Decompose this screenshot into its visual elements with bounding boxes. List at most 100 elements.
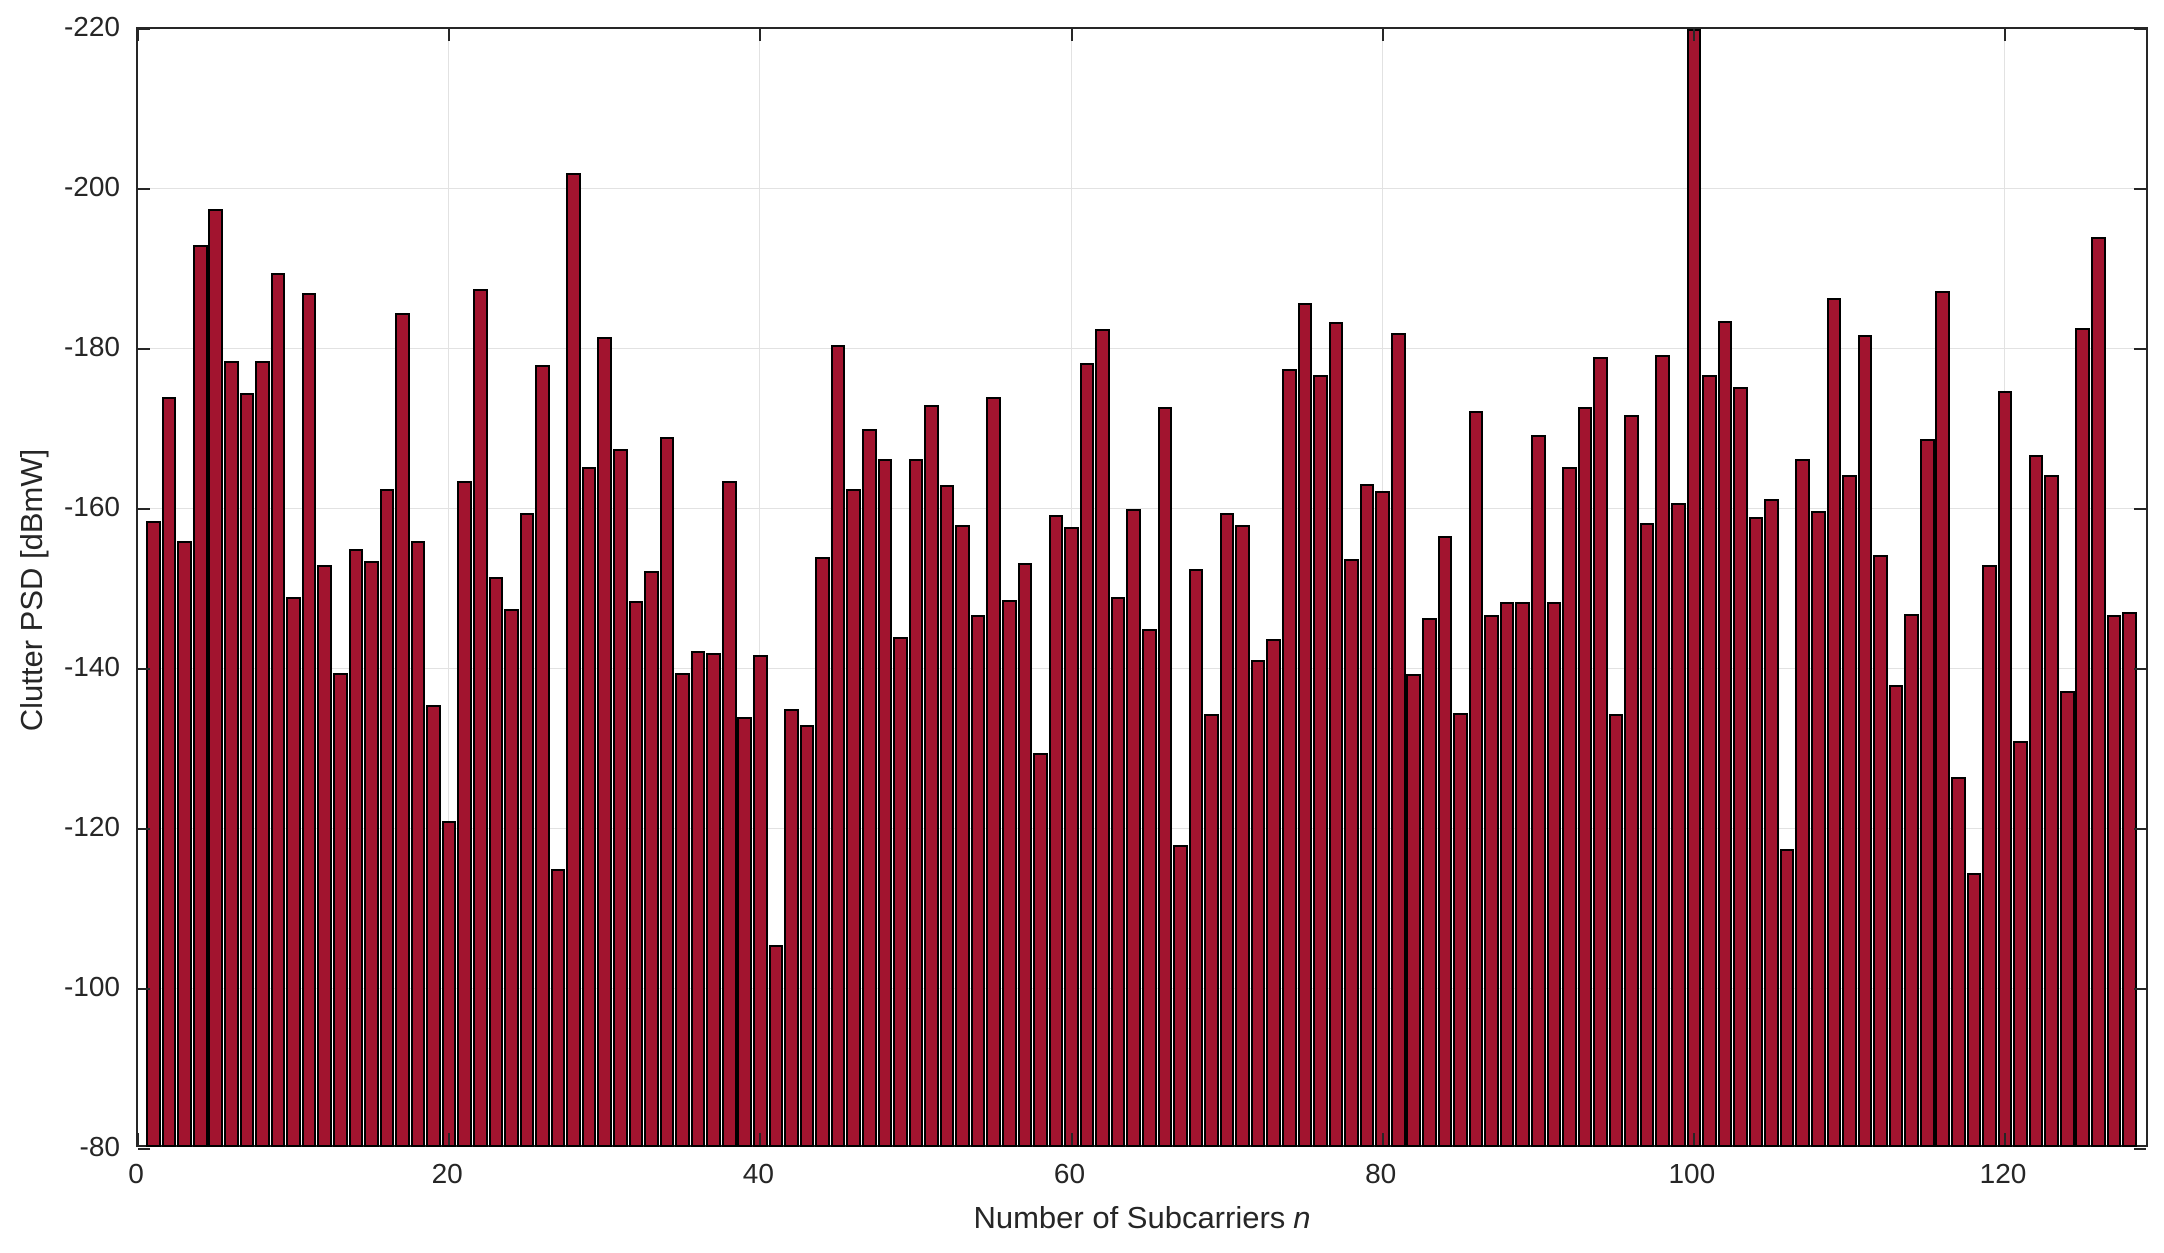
x-tick-label: 40 [742,1158,774,1189]
bar [1795,458,1811,1147]
bar [317,565,332,1147]
bar [1935,290,1951,1147]
bar [1406,673,1422,1147]
x-tick-mark-top [137,29,139,41]
y-tick-label: -140 [63,651,120,682]
bar [644,570,659,1147]
bar [550,869,566,1147]
bar [1375,491,1390,1147]
bar [706,653,721,1147]
bar [161,397,177,1147]
y-tick-mark-left [138,188,150,190]
y-tick-label: -200 [63,171,120,202]
bar [1328,321,1344,1147]
bar [1997,390,2013,1147]
y-tick-mark-right [2134,28,2146,30]
bar [1499,601,1515,1147]
bar [239,393,255,1147]
bar [332,673,348,1147]
bar [177,541,192,1147]
bar [1826,297,1842,1147]
bar [1873,554,1888,1147]
bar [208,209,224,1147]
bar [1951,777,1966,1147]
bar [1048,514,1064,1147]
y-tick-mark-right [2134,1148,2146,1150]
bar [1235,525,1250,1147]
bar [441,821,457,1147]
bar [1437,536,1453,1147]
y-tick-mark-left [138,1148,150,1150]
y-tick-label: -80 [79,1131,120,1162]
bar [1110,597,1126,1147]
bar [1033,753,1048,1147]
bar [1313,374,1328,1147]
y-tick-label: -100 [63,971,120,1002]
vertical-gridline [448,29,450,1145]
bar [830,345,846,1147]
bar [986,397,1001,1147]
bar [1593,357,1608,1147]
bar [1717,321,1733,1147]
bar [659,437,675,1147]
bar [1157,406,1173,1147]
y-tick-mark-left [138,508,150,510]
y-tick-mark-left [138,28,150,30]
bar [270,273,286,1147]
bar [955,525,970,1147]
bar [939,485,955,1147]
y-tick-label: -220 [63,11,120,42]
x-tick-label: 20 [431,1158,463,1189]
bar [1219,513,1235,1147]
bar [597,337,613,1147]
bar [1670,502,1686,1147]
bar [675,673,690,1147]
bar [1173,845,1188,1147]
bar [1266,639,1282,1147]
bar [2013,741,2028,1147]
bar [395,313,410,1147]
bar [815,557,830,1147]
y-axis-title: Clutter PSD [dBmW] [14,448,49,732]
bar [1188,569,1204,1147]
x-tick-mark-bottom [448,1133,451,1145]
bar [1888,685,1904,1147]
x-axis-title-variable: n [1293,1200,1311,1235]
bar [799,725,815,1147]
x-tick-mark-bottom [1381,1133,1384,1145]
bar [1064,527,1079,1147]
y-tick-mark-right [2134,828,2146,830]
bar [1655,355,1670,1147]
x-tick-mark-top [1692,29,1695,41]
y-tick-mark-right [2134,668,2146,670]
x-axis-title-text: Number of Subcarriers [973,1200,1286,1235]
x-tick-mark-top [2004,29,2006,41]
bar [690,650,706,1147]
bar [1577,407,1593,1147]
bar [2028,454,2044,1147]
bar [364,561,379,1147]
x-tick-label: 120 [1979,1158,2027,1189]
bar [768,945,784,1147]
x-tick-mark-top [1381,29,1384,41]
y-tick-mark-left [138,988,150,990]
vertical-gridline [759,29,761,1145]
horizontal-gridline [138,508,2146,509]
x-tick-mark-bottom [759,1133,762,1145]
bar [1079,362,1095,1147]
bar [1297,302,1313,1147]
bar [1017,562,1033,1147]
bar [1639,522,1655,1147]
bar [737,717,753,1147]
bar [301,293,317,1147]
bar [1562,466,1577,1147]
bar [1811,510,1826,1147]
plot-area [136,27,2148,1150]
bar [286,597,301,1147]
bar [877,458,893,1147]
bar [488,577,504,1147]
x-tick-label: 100 [1668,1158,1716,1189]
bar [1344,558,1359,1147]
y-tick-mark-left [138,668,150,670]
